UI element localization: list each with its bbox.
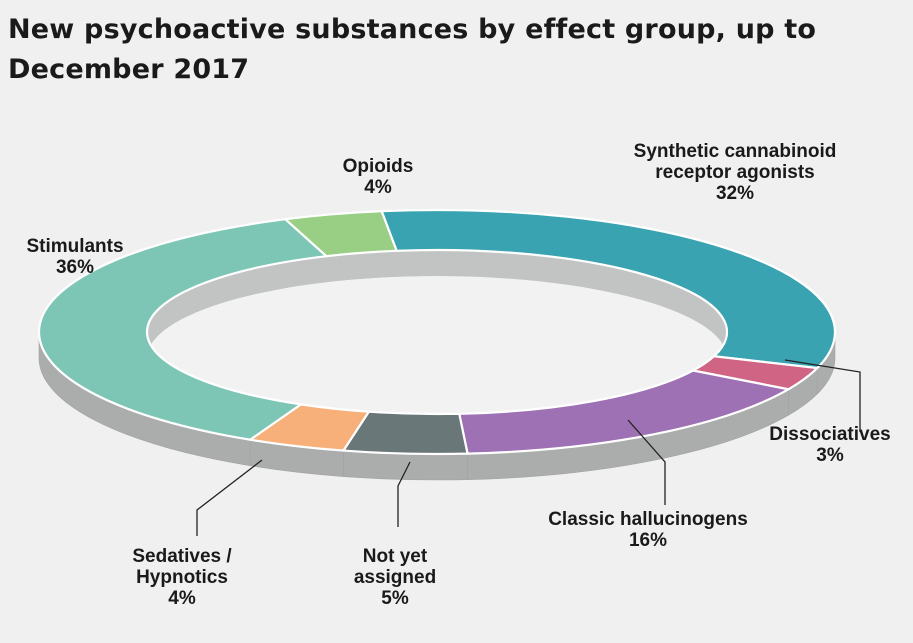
label-synthetic-cannabinoid-receptor-agonists: Synthetic cannabinoid receptor agonists 32… bbox=[634, 141, 837, 204]
slice-value-label: 16% bbox=[629, 530, 667, 551]
leader-line-sedatives-hypnotics bbox=[196, 459, 263, 536]
slice-stimulants bbox=[37, 218, 330, 441]
slice-value-label: 3% bbox=[816, 445, 844, 466]
label-dissociatives: Dissociatives 3% bbox=[769, 424, 890, 466]
label-stimulants: Stimulants 36% bbox=[26, 236, 123, 278]
slice-value-label: 5% bbox=[381, 588, 409, 609]
label-opioids: Opioids 4% bbox=[343, 156, 414, 198]
slice-name-label: receptor agonists bbox=[655, 162, 814, 183]
slice-synthetic-cannabinoid-receptor-agonists bbox=[380, 208, 837, 370]
slice-value-label: 4% bbox=[168, 588, 196, 609]
donut-hole bbox=[147, 276, 727, 440]
leader-line-classic-hallucinogens bbox=[627, 419, 666, 505]
slice-opioids bbox=[282, 210, 399, 258]
donut-top bbox=[37, 208, 837, 456]
label-not-yet-assigned: Not yet assigned 5% bbox=[354, 546, 436, 609]
slice-name-label: Dissociatives bbox=[769, 424, 890, 445]
slice-name-label: Classic hallucinogens bbox=[548, 509, 748, 530]
chart-title: New psychoactive substances by effect gr… bbox=[8, 14, 817, 85]
slice-name-label: Synthetic cannabinoid bbox=[634, 141, 837, 162]
slice-name-label: assigned bbox=[354, 567, 436, 588]
label-classic-hallucinogens: Classic hallucinogens 16% bbox=[548, 509, 748, 551]
leader-lines bbox=[196, 359, 861, 536]
slice-value-label: 36% bbox=[56, 257, 94, 278]
slice-name-label: Sedatives / bbox=[132, 546, 232, 567]
slice-value-label: 4% bbox=[364, 177, 392, 198]
slice-name-label: Hypnotics bbox=[136, 567, 228, 588]
slice-name-label: Stimulants bbox=[26, 236, 123, 257]
slice-name-label: Opioids bbox=[343, 156, 414, 177]
label-sedatives-hypnotics: Sedatives / Hypnotics 4% bbox=[132, 546, 232, 609]
slice-labels: Synthetic cannabinoid receptor agonists 32… bbox=[26, 141, 890, 609]
slice-value-label: 32% bbox=[716, 183, 754, 204]
slice-name-label: Not yet bbox=[363, 546, 428, 567]
donut-side bbox=[38, 250, 836, 481]
leader-line-not-yet-assigned bbox=[397, 461, 411, 527]
inner-wall-face bbox=[147, 250, 727, 358]
leader-line-dissociatives bbox=[784, 359, 861, 432]
